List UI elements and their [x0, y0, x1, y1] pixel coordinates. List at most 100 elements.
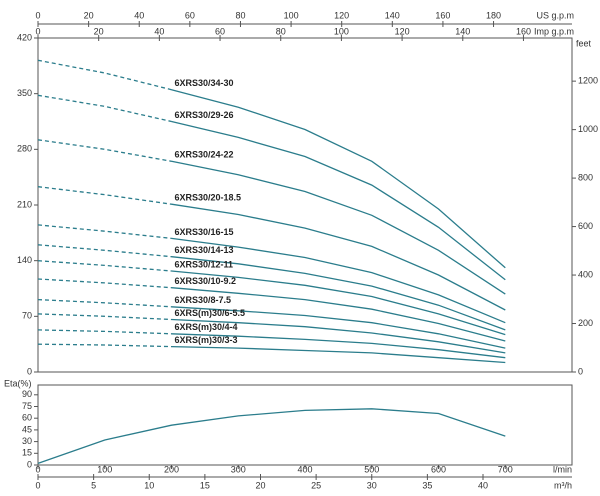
curve-dashed — [37, 224, 172, 240]
bottom-tick-label: 400 — [297, 464, 312, 474]
series-label: 6XRS(m)30/3-3 — [175, 335, 238, 345]
x-tick-label: 40 — [478, 480, 488, 490]
y-tick-label: 210 — [17, 199, 32, 209]
top-tick-label: 0 — [35, 10, 40, 20]
lmin-label: l/min — [553, 464, 572, 474]
curve-dashed — [37, 278, 172, 289]
series-label: 6XRS(m)30/6-5.5 — [175, 308, 246, 318]
curve-dashed — [37, 244, 172, 258]
y2-tick-label: 0 — [578, 366, 583, 376]
curve — [171, 345, 506, 364]
y2-tick-label: 1000 — [578, 124, 598, 134]
bottom-tick-label: 500 — [364, 464, 379, 474]
us-gpm-label: US g.p.m — [536, 10, 574, 20]
top-tick-label: 20 — [84, 10, 94, 20]
curve-dashed — [37, 260, 172, 272]
top-tick-label: 40 — [134, 10, 144, 20]
feet-label: feet — [576, 38, 592, 48]
curve-dashed — [37, 298, 172, 308]
y2-tick-label: 1200 — [578, 76, 598, 86]
series-label: 6XRS30/16-15 — [175, 227, 234, 237]
top-tick-label: 140 — [455, 26, 470, 36]
curve — [171, 287, 506, 342]
y-tick-label: 0 — [27, 459, 32, 469]
curve — [171, 120, 506, 281]
y2-tick-label: 800 — [578, 172, 593, 182]
top-tick-label: 180 — [486, 10, 501, 20]
y-tick-label: 280 — [17, 144, 32, 154]
bottom-tick-label: 300 — [231, 464, 246, 474]
series-label: 6XRS30/12-11 — [175, 259, 234, 269]
bottom-tick-label: 0 — [35, 464, 40, 474]
top-tick-label: 120 — [334, 10, 349, 20]
top-tick-label: 100 — [284, 10, 299, 20]
eta-frame — [37, 384, 573, 466]
x-tick-label: 25 — [311, 480, 321, 490]
y-tick-label: 75 — [22, 401, 32, 411]
y-tick-label: 420 — [17, 32, 32, 42]
curve — [171, 306, 506, 349]
series-label: 6XRS30/29-26 — [175, 110, 234, 120]
y-tick-label: 140 — [17, 255, 32, 265]
top-tick-label: 60 — [215, 26, 225, 36]
eta-label: Eta(%) — [4, 378, 32, 388]
series-label: 6XRS30/34-30 — [175, 78, 234, 88]
y-tick-label: 45 — [22, 424, 32, 434]
curve — [171, 160, 506, 295]
series-label: 6XRS30/14-13 — [175, 245, 234, 255]
x-tick-label: 35 — [422, 480, 432, 490]
curve — [171, 318, 506, 354]
curve — [171, 256, 506, 331]
top-tick-label: 80 — [235, 10, 245, 20]
y-tick-label: 90 — [22, 389, 32, 399]
curve — [171, 237, 506, 324]
top-tick-label: 20 — [94, 26, 104, 36]
y-tick-label: 350 — [17, 88, 32, 98]
curve-dashed — [37, 94, 172, 123]
series-label: 6XRS30/24-22 — [175, 150, 234, 160]
y2-tick-label: 200 — [578, 318, 593, 328]
series-label: 6XRS30/10-9.2 — [175, 276, 237, 286]
x-tick-label: 10 — [144, 480, 154, 490]
top-tick-label: 0 — [35, 26, 40, 36]
bottom-tick-label: 200 — [164, 464, 179, 474]
curve-dashed — [37, 329, 172, 335]
top-tick-label: 40 — [154, 26, 164, 36]
top-tick-label: 80 — [276, 26, 286, 36]
curve-dashed — [37, 313, 172, 321]
x-tick-label: 20 — [255, 480, 265, 490]
bottom-tick-label: 600 — [431, 464, 446, 474]
y2-tick-label: 600 — [578, 221, 593, 231]
top-tick-label: 60 — [185, 10, 195, 20]
curve-dashed — [37, 186, 172, 205]
y-tick-label: 15 — [22, 448, 32, 458]
head-frame — [37, 37, 573, 373]
imp-gpm-label: Imp g.p.m — [534, 26, 574, 36]
y-tick-label: 0 — [27, 366, 32, 376]
top-tick-label: 100 — [334, 26, 349, 36]
bottom-tick-label: 700 — [498, 464, 513, 474]
x-tick-label: 30 — [367, 480, 377, 490]
series-label: 6XRS30/20-18.5 — [175, 193, 242, 203]
curve-dashed — [37, 139, 172, 162]
top-tick-label: 160 — [516, 26, 531, 36]
x-tick-label: 5 — [91, 480, 96, 490]
series-label: 6XRS30/8-7.5 — [175, 295, 232, 305]
top-tick-label: 160 — [435, 10, 450, 20]
x-tick-label: 15 — [200, 480, 210, 490]
m3h-label: m³/h — [554, 480, 572, 490]
curve — [171, 333, 506, 359]
curve — [171, 203, 506, 311]
curve — [37, 408, 506, 465]
y2-tick-label: 400 — [578, 269, 593, 279]
curve-dashed — [37, 343, 172, 348]
bottom-tick-label: 100 — [97, 464, 112, 474]
y-tick-label: 70 — [22, 311, 32, 321]
top-tick-label: 140 — [385, 10, 400, 20]
curve — [171, 89, 506, 269]
y-tick-label: 60 — [22, 413, 32, 423]
y-tick-label: 30 — [22, 436, 32, 446]
x-tick-label: 0 — [35, 480, 40, 490]
series-label: 6XRS(m)30/4-4 — [175, 322, 238, 332]
